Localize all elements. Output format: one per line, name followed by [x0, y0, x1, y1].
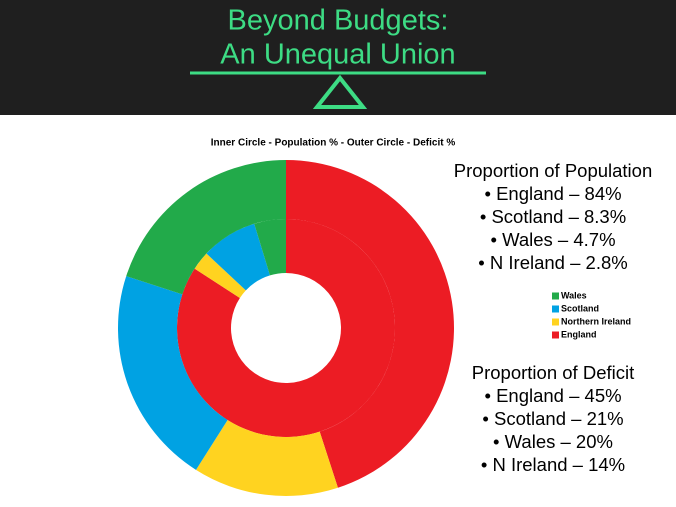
legend-swatch	[552, 305, 559, 313]
bullet: •	[481, 454, 493, 475]
annotation-item: • N Ireland – 2.8%	[478, 252, 627, 273]
item-text: England – 84%	[496, 183, 622, 204]
donut-segment	[206, 223, 270, 291]
header-title: Beyond Budgets:	[228, 5, 449, 37]
item-text: England – 45%	[496, 385, 622, 406]
annotation-item: • England – 45%	[484, 385, 621, 406]
donut-segment	[177, 219, 395, 437]
scale-fulcrum	[312, 74, 368, 109]
annotation-item: • Scotland – 8.3%	[480, 206, 626, 227]
item-text: Wales – 4.7%	[502, 229, 615, 250]
annotation-item: • Wales – 4.7%	[490, 229, 615, 250]
donut-segment	[194, 253, 246, 299]
annotation-item: • England – 84%	[484, 183, 621, 204]
item-text: Scotland – 21%	[494, 408, 624, 429]
donut-segment	[118, 276, 228, 470]
donut-segment	[254, 219, 286, 276]
annotation-item: • Wales – 20%	[493, 431, 613, 452]
item-text: Wales – 20%	[505, 431, 613, 452]
annotation-item: • N Ireland – 14%	[481, 454, 625, 475]
legend-label: Wales	[561, 290, 587, 300]
bullet: •	[493, 431, 505, 452]
header-title: An Unequal Union	[220, 39, 455, 71]
bullet: •	[484, 183, 496, 204]
header-band	[0, 0, 676, 115]
annotation-heading: Proportion of Population	[454, 160, 653, 181]
legend-swatch	[552, 331, 559, 339]
annotation-heading: Proportion of Deficit	[472, 362, 634, 383]
legend-label: Scotland	[561, 303, 599, 313]
bullet: •	[480, 206, 492, 227]
legend-label: Northern Ireland	[561, 316, 631, 326]
legend-swatch	[552, 318, 559, 326]
donut-segment	[126, 160, 286, 295]
donut-segment	[286, 160, 455, 488]
bullet: •	[484, 385, 496, 406]
item-text: N Ireland – 14%	[492, 454, 625, 475]
chart-title: Inner Circle - Population % - Outer Circ…	[211, 138, 456, 149]
legend-swatch	[552, 292, 559, 300]
bullet: •	[482, 408, 494, 429]
donut-segment	[195, 420, 338, 496]
legend-label: England	[561, 329, 597, 339]
annotation-item: • Scotland – 21%	[482, 408, 623, 429]
item-text: N Ireland – 2.8%	[490, 252, 628, 273]
bullet: •	[490, 229, 502, 250]
bullet: •	[478, 252, 490, 273]
item-text: Scotland – 8.3%	[491, 206, 626, 227]
